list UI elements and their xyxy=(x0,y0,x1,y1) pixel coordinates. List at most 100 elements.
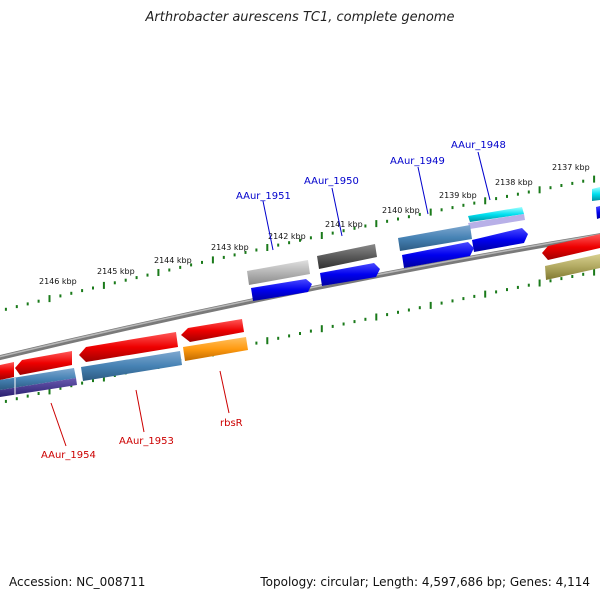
cds-navy-1954[interactable] xyxy=(0,378,77,397)
ruler-minor-tick xyxy=(462,203,465,207)
cds-red-1953[interactable] xyxy=(79,332,178,362)
tick-label-2139: 2139 kbp xyxy=(439,191,477,200)
cds-blue-a[interactable] xyxy=(596,206,600,219)
ruler-tick-labels: 2137 kbp 2138 kbp 2139 kbp 2140 kbp 2141… xyxy=(39,163,590,286)
map-title: Arthrobacter aurescens TC1, complete gen… xyxy=(145,10,455,25)
tick-label-2145: 2145 kbp xyxy=(97,267,135,276)
cds-red-rbsR[interactable] xyxy=(181,319,244,342)
ruler-major-tick xyxy=(102,281,105,289)
gene-label-aaur-1954[interactable]: AAur_1954 xyxy=(41,450,96,461)
cds-steel-1954[interactable] xyxy=(0,368,76,390)
tick-label-2144: 2144 kbp xyxy=(154,256,192,265)
ruler-minor-tick xyxy=(255,341,258,345)
ruler-minor-tick xyxy=(571,275,574,278)
gene-label-aaur-1951[interactable]: AAur_1951 xyxy=(236,191,291,202)
ruler-major-tick xyxy=(429,208,432,216)
ruler-major-tick xyxy=(48,295,51,303)
cds-steel-1953[interactable] xyxy=(81,351,182,381)
ruler-minor-tick xyxy=(26,302,29,306)
tick-label-2137: 2137 kbp xyxy=(552,163,590,172)
cds-red-left-edge[interactable] xyxy=(0,362,14,380)
cds-blue-d[interactable] xyxy=(320,263,380,286)
ruler-minor-tick xyxy=(397,217,399,221)
tick-label-2138: 2138 kbp xyxy=(495,178,533,187)
ruler-minor-tick xyxy=(309,236,312,240)
ruler-minor-tick xyxy=(288,334,291,338)
cds-cyan-1948[interactable] xyxy=(468,207,524,222)
gene-label-aaur-1953[interactable]: AAur_1953 xyxy=(119,436,174,447)
ruler-minor-tick xyxy=(571,181,574,185)
gene-label-rbsR[interactable]: rbsR xyxy=(220,418,243,429)
ruler-minor-tick xyxy=(4,399,7,403)
ruler-minor-tick xyxy=(495,197,498,201)
cds-cyan[interactable] xyxy=(592,187,600,201)
ruler-minor-tick xyxy=(59,386,62,390)
ruler-minor-tick xyxy=(222,255,225,259)
ruler-minor-tick xyxy=(451,299,454,303)
ruler-minor-tick xyxy=(59,294,62,298)
ruler-major-tick xyxy=(484,197,487,205)
ruler-minor-tick xyxy=(299,238,301,242)
ruler-minor-tick xyxy=(451,206,454,210)
ruler-minor-tick xyxy=(386,313,389,317)
reverse-strand-features xyxy=(0,319,248,397)
ruler-minor-tick xyxy=(81,381,84,385)
ruler-major-tick xyxy=(375,220,378,228)
ruler-minor-tick xyxy=(146,273,149,277)
ruler-minor-tick xyxy=(81,289,84,293)
cds-blue-e[interactable] xyxy=(251,279,312,301)
cds-blue-c[interactable] xyxy=(402,242,474,268)
ruler-major-tick xyxy=(320,325,323,333)
gene-label-aaur-1950[interactable]: AAur_1950 xyxy=(304,176,359,187)
ruler-minor-tick xyxy=(560,277,563,281)
gene-label-aaur-1948[interactable]: AAur_1948 xyxy=(451,140,506,151)
ruler-major-tick xyxy=(593,175,596,183)
ruler-minor-tick xyxy=(15,397,18,401)
cds-lgray-1951[interactable] xyxy=(247,260,310,285)
ruler-minor-tick xyxy=(201,260,203,264)
ruler-minor-tick xyxy=(244,250,247,254)
ruler-minor-tick xyxy=(190,263,193,267)
ruler-major-tick xyxy=(593,268,596,276)
reverse-callouts xyxy=(50,370,230,447)
ruler-minor-tick xyxy=(516,285,519,289)
ruler-minor-tick xyxy=(70,291,73,295)
ruler-major-tick xyxy=(266,337,269,345)
ruler-minor-tick xyxy=(331,231,334,235)
cds-steel-1949[interactable] xyxy=(398,225,472,251)
cds-olive-right[interactable] xyxy=(545,254,600,280)
ruler-minor-tick xyxy=(364,224,367,228)
cds-orange-rbsR[interactable] xyxy=(183,337,248,361)
ruler-minor-tick xyxy=(582,272,585,276)
gene-label-aaur-1949[interactable]: AAur_1949 xyxy=(390,156,445,167)
cds-lavender-1948[interactable] xyxy=(468,214,525,229)
cds-dgray-1950[interactable] xyxy=(317,244,377,269)
ruler-minor-tick xyxy=(353,226,356,230)
cds-blue-b[interactable] xyxy=(472,228,528,252)
ruler-minor-tick xyxy=(516,192,519,196)
ruler-minor-tick xyxy=(386,219,389,223)
ruler-minor-tick xyxy=(15,305,18,309)
tick-label-2141: 2141 kbp xyxy=(325,220,363,229)
ruler-minor-tick xyxy=(440,208,443,212)
cds-red-1954[interactable] xyxy=(15,351,72,375)
ruler-minor-tick xyxy=(582,179,585,183)
tick-label-2146: 2146 kbp xyxy=(39,277,77,286)
ruler-minor-tick xyxy=(353,320,356,324)
cds-red-right[interactable] xyxy=(542,234,600,260)
ruler-minor-tick xyxy=(495,290,498,294)
ruler-minor-tick xyxy=(179,265,182,269)
ruler-minor-tick xyxy=(506,288,508,292)
reverse-gene-labels: rbsR AAur_1953 AAur_1954 xyxy=(41,418,243,461)
ruler-minor-tick xyxy=(92,286,94,290)
ruler-minor-tick xyxy=(527,190,530,194)
tick-label-2142: 2142 kbp xyxy=(268,232,306,241)
ruler-minor-tick xyxy=(4,307,7,311)
ruler-minor-tick xyxy=(92,379,94,383)
genome-backbone xyxy=(0,233,600,361)
ruler-minor-tick xyxy=(560,184,563,187)
ruler-minor-tick xyxy=(473,201,476,205)
ruler-minor-tick xyxy=(364,317,367,321)
forward-strand-features xyxy=(247,187,600,301)
